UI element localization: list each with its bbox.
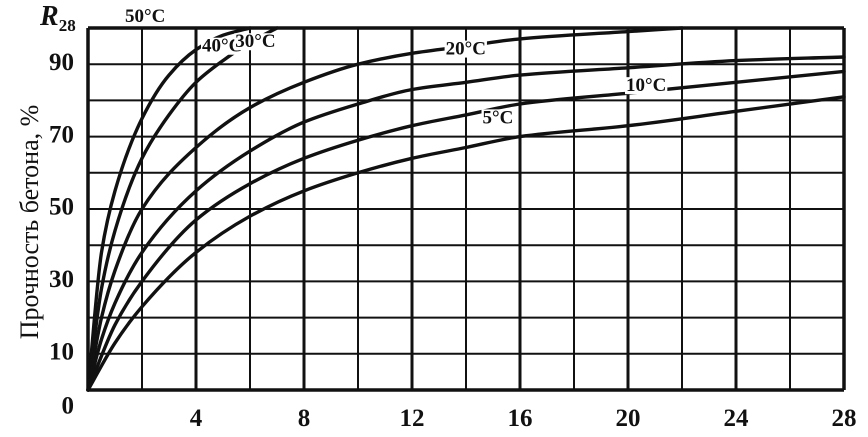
series-line xyxy=(86,95,846,392)
y-tick-label: 30 xyxy=(49,266,74,293)
series-label: 30°C xyxy=(235,31,275,52)
x-tick-label: 20 xyxy=(616,405,641,432)
y-tick-label: 50 xyxy=(49,194,74,221)
x-tick-label: 12 xyxy=(400,405,425,432)
series-label-background xyxy=(234,33,277,51)
y-tick-label: 10 xyxy=(49,339,74,366)
x-tick-label: 16 xyxy=(508,405,533,432)
y-tick-label: 90 xyxy=(49,49,74,76)
series-label-background xyxy=(201,37,244,55)
series-label: 5°C xyxy=(483,107,514,128)
x-tick-label: 4 xyxy=(190,405,203,432)
series-label: 50°C xyxy=(125,6,165,27)
series-line xyxy=(86,55,846,392)
y-axis-label: Прочность бетона, % xyxy=(15,105,44,340)
series-line xyxy=(86,26,684,392)
series-lines xyxy=(86,26,846,392)
tick-labels: 4 8 12 16 20 24 28 0 10 30 50 70 90 xyxy=(49,49,857,432)
series-label-background xyxy=(124,8,167,25)
y-axis-top-label-main: R xyxy=(39,1,59,32)
x-tick-label: 28 xyxy=(832,405,857,432)
y-tick-label: 70 xyxy=(49,121,74,148)
series-label: 10°C xyxy=(626,75,666,96)
series-label: 20°C xyxy=(446,39,486,60)
x-tick-label: 8 xyxy=(298,405,311,432)
y-tick-label: 0 xyxy=(62,393,75,420)
y-axis-top-label-sub: 28 xyxy=(59,16,76,35)
series-label-background xyxy=(625,77,668,95)
series-label-background xyxy=(444,40,487,58)
series-label: 40°C xyxy=(202,36,242,57)
series-line xyxy=(86,26,252,392)
series-label-background xyxy=(481,109,515,127)
curve-labels: 50°C 40°C30°C 20°C 10°C 5°C xyxy=(124,6,668,128)
x-tick-label: 24 xyxy=(724,405,750,432)
y-axis-top-label: R28 xyxy=(39,1,76,35)
